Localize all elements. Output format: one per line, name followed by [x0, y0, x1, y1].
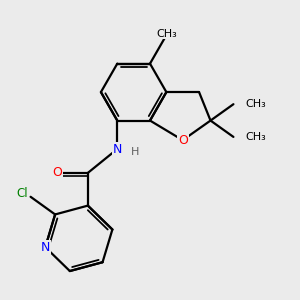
Text: CH₃: CH₃	[245, 132, 266, 142]
Text: N: N	[40, 241, 50, 254]
Text: O: O	[178, 134, 188, 147]
Text: Cl: Cl	[16, 187, 28, 200]
Text: CH₃: CH₃	[156, 28, 177, 38]
Text: O: O	[52, 167, 62, 179]
Text: N: N	[112, 142, 122, 155]
Text: H: H	[131, 147, 140, 157]
Text: CH₃: CH₃	[245, 99, 266, 109]
